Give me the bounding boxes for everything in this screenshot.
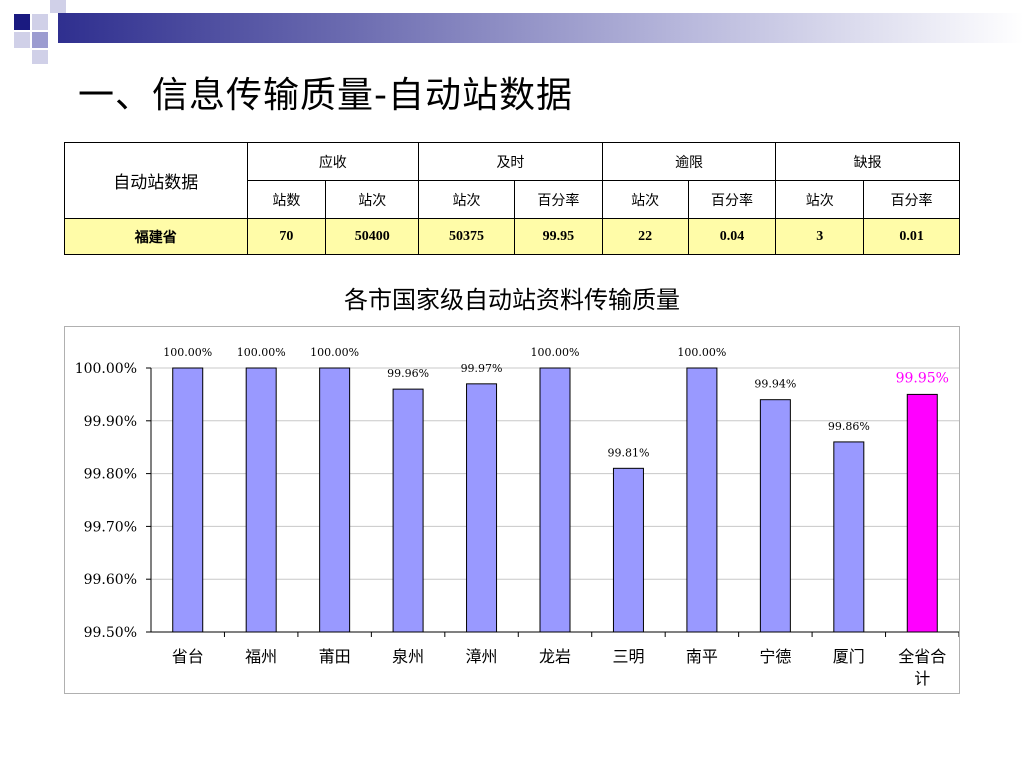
subheader-cell: 站数	[246, 180, 327, 219]
group-header-yingshou: 应收	[246, 142, 420, 181]
page-title: 一、信息传输质量-自动站数据	[78, 75, 573, 116]
bar	[612, 467, 644, 633]
bar	[245, 367, 277, 633]
y-tick-label: 99.60%	[84, 572, 137, 588]
bar	[319, 367, 351, 633]
category-label: 莆田	[319, 647, 351, 666]
deco-square-mid	[32, 32, 48, 48]
group-header-yuxian: 逾限	[601, 142, 777, 181]
deco-square-light	[32, 50, 48, 64]
category-label: 计	[914, 669, 930, 688]
deco-square-light	[14, 32, 30, 48]
category-label: 南平	[686, 647, 718, 666]
deco-square-light	[32, 14, 48, 30]
category-label: 厦门	[833, 647, 865, 666]
y-tick-label: 99.90%	[84, 414, 137, 430]
deco-square-dark	[14, 14, 30, 30]
row-header-cell: 自动站数据	[64, 142, 248, 219]
subheader-cell: 百分率	[863, 180, 960, 219]
y-tick-label: 99.70%	[84, 519, 137, 535]
bar	[759, 399, 791, 633]
chart-frame: 100.00% 99.90% 99.80% 99.70% 99.60% 99.50% 100…	[64, 326, 960, 694]
bar-chart: 100.00% 99.90% 99.80% 99.70% 99.60% 99.50% 100…	[75, 346, 959, 688]
subheader-cell: 百分率	[687, 180, 777, 219]
table-cell: 50400	[325, 218, 420, 255]
table-cell: 50375	[418, 218, 515, 255]
data-label: 99.81%	[607, 446, 649, 459]
table-header-row: 自动站数据 应收 及时 逾限 缺报	[64, 142, 960, 219]
header-gradient-bar	[58, 13, 1024, 43]
chart-title: 各市国家级自动站资料传输质量	[344, 286, 680, 314]
data-label: 100.00%	[163, 346, 212, 359]
bar	[172, 367, 204, 633]
bar	[392, 388, 424, 633]
category-label: 福州	[245, 647, 277, 666]
category-label: 宁德	[759, 647, 791, 666]
subheader-cell: 百分率	[513, 180, 603, 219]
data-label: 100.00%	[677, 346, 726, 359]
data-label: 100.00%	[237, 346, 286, 359]
category-label: 龙岩	[539, 647, 571, 666]
bar	[686, 367, 718, 633]
y-tick-label: 100.00%	[75, 361, 137, 377]
subheader-cell: 站次	[601, 180, 689, 219]
table-cell: 0.04	[687, 218, 777, 255]
data-label: 100.00%	[531, 346, 580, 359]
bar	[833, 441, 865, 633]
table-row: 福建省 70 50400 50375 99.95 22 0.04 3 0.01	[64, 218, 960, 255]
table-cell: 3	[775, 218, 865, 255]
category-label: 漳州	[466, 647, 498, 666]
bar	[466, 383, 498, 633]
table-cell: 0.01	[863, 218, 960, 255]
province-cell: 福建省	[64, 218, 248, 255]
bar	[539, 367, 571, 633]
group-header-jishi: 及时	[418, 142, 603, 181]
group-header-quebao: 缺报	[775, 142, 960, 181]
subheader-cell: 站次	[775, 180, 865, 219]
summary-table: 自动站数据 应收 及时 逾限 缺报 站数 站次 站次 百分率 站次 百分率 站次…	[64, 142, 960, 255]
deco-square-light	[50, 0, 66, 13]
subheader-cell: 站次	[325, 180, 420, 219]
category-label: 全省合	[898, 647, 946, 666]
subheader-cell: 站次	[418, 180, 515, 219]
table-cell: 70	[246, 218, 327, 255]
data-label: 99.95%	[896, 370, 949, 386]
table-cell: 99.95	[513, 218, 603, 255]
y-tick-label: 99.50%	[84, 625, 137, 641]
category-label: 三明	[612, 647, 644, 666]
data-label: 99.96%	[387, 367, 429, 380]
data-label: 99.94%	[754, 378, 796, 391]
data-label: 99.86%	[828, 420, 870, 433]
table-cell: 22	[601, 218, 689, 255]
y-tick-label: 99.80%	[84, 467, 137, 483]
bar	[906, 393, 938, 633]
category-label: 省台	[172, 647, 204, 666]
category-label: 泉州	[392, 647, 424, 666]
data-label: 100.00%	[310, 346, 359, 359]
data-label: 99.97%	[461, 362, 503, 375]
